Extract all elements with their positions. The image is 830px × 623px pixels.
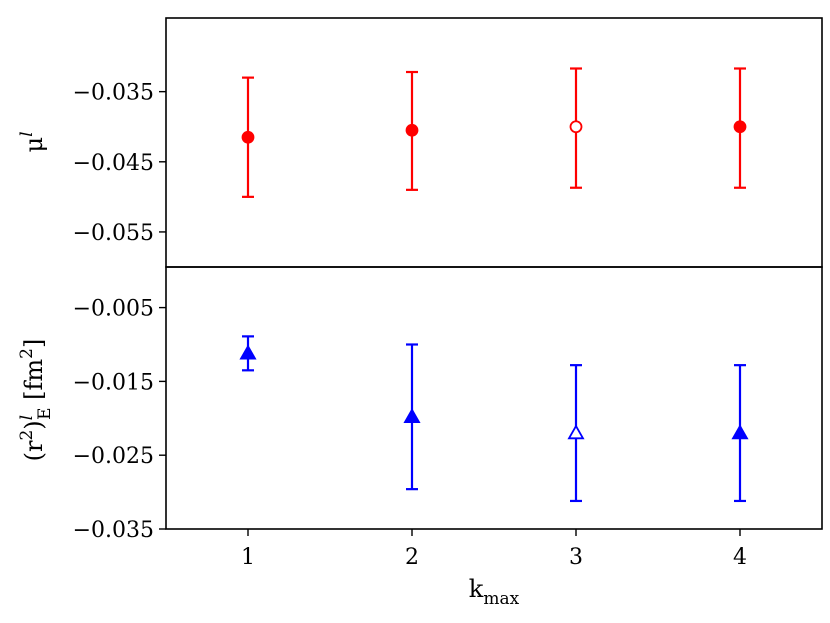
top-panel: −0.035 −0.045 −0.055 μl — [17, 17, 823, 268]
ylabel-unit-sup: 2 — [17, 348, 37, 359]
y-tick-label: −0.055 — [73, 221, 154, 246]
x-axis-label: kmax — [469, 575, 520, 609]
bottom-y-ticks: −0.005 −0.015 −0.025 −0.035 — [73, 297, 166, 543]
top-y-ticks: −0.035 −0.045 −0.055 — [73, 81, 166, 246]
xlabel-base: k — [469, 575, 484, 603]
data-point — [733, 120, 747, 134]
bottom-x-ticks: 1 2 3 4 — [241, 529, 747, 570]
top-plot-frame — [165, 17, 823, 268]
data-point — [241, 130, 255, 144]
xlabel-sub: max — [483, 589, 519, 609]
y-tick-label: −0.015 — [73, 370, 154, 395]
data-point — [731, 424, 749, 440]
x-tick-label: 4 — [733, 545, 747, 570]
x-tick-label: 3 — [569, 545, 583, 570]
ylabel-unit-close: ] — [20, 339, 48, 348]
top-data-marks — [241, 67, 747, 198]
bottom-y-axis-label: (r2)lE [fm2] — [17, 339, 55, 462]
y-tick-label: −0.045 — [73, 151, 154, 176]
ylabel-sub: E — [35, 407, 55, 419]
bottom-data-marks — [239, 335, 749, 503]
x-tick-label: 2 — [405, 545, 419, 570]
ylabel-close: ) — [20, 420, 48, 429]
y-tick-label: −0.005 — [73, 297, 154, 322]
data-point — [569, 120, 583, 134]
top-y-axis-label: μl — [17, 131, 48, 152]
bottom-plot-frame — [165, 266, 823, 530]
y-tick-label: −0.025 — [73, 444, 154, 469]
ylabel-sup1: 2 — [17, 430, 37, 441]
top-ylabel-sup: l — [17, 131, 37, 136]
data-point — [567, 424, 585, 440]
data-point — [239, 344, 257, 360]
ylabel-sup2: l — [17, 415, 37, 420]
y-tick-label: −0.035 — [73, 81, 154, 106]
data-point — [403, 408, 421, 423]
top-ylabel-base: μ — [20, 137, 48, 153]
ylabel-unit-open: [fm — [20, 359, 48, 408]
data-point — [405, 123, 419, 137]
ylabel-open: (r — [20, 440, 48, 461]
x-tick-label: 1 — [241, 545, 255, 570]
y-tick-label: −0.035 — [73, 518, 154, 543]
